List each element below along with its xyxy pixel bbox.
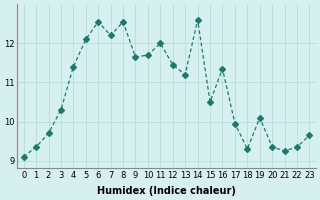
X-axis label: Humidex (Indice chaleur): Humidex (Indice chaleur) <box>97 186 236 196</box>
